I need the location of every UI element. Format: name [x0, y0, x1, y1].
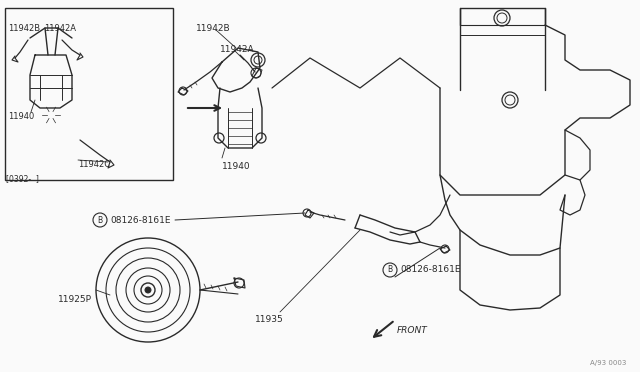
Text: [0392-  ]: [0392- ]: [6, 174, 39, 183]
Text: 11925P: 11925P: [58, 295, 92, 304]
Text: B: B: [387, 266, 392, 275]
Text: 11942C: 11942C: [78, 160, 110, 169]
Text: 11935: 11935: [255, 315, 284, 324]
Text: 11942B: 11942B: [8, 24, 40, 33]
Text: 11942A: 11942A: [44, 24, 76, 33]
Text: 11940: 11940: [222, 162, 251, 171]
Text: FRONT: FRONT: [397, 326, 428, 335]
Text: B: B: [97, 215, 102, 224]
Text: 11942B: 11942B: [196, 24, 230, 33]
Circle shape: [145, 287, 151, 293]
Text: 11940: 11940: [8, 112, 35, 121]
Text: 08126-8161E: 08126-8161E: [110, 215, 170, 224]
Text: 08126-8161E: 08126-8161E: [400, 266, 461, 275]
Text: 11942A: 11942A: [220, 45, 255, 54]
Bar: [5, 8, 173, 180]
Text: A/93 0003: A/93 0003: [590, 360, 627, 366]
